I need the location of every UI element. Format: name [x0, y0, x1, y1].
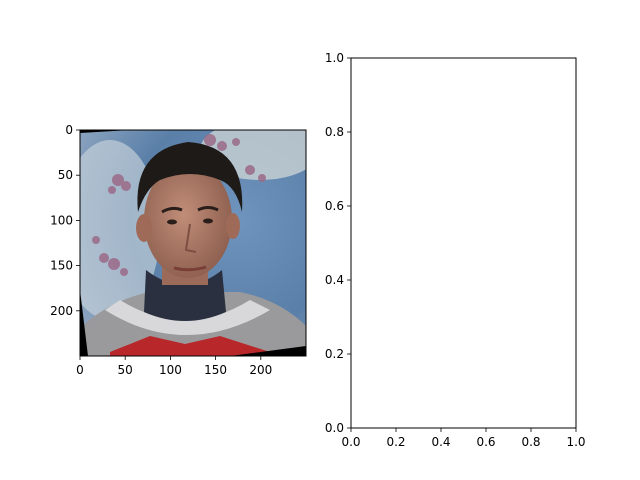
right-axis-ticks: 0.0 0.2 0.4 0.6 0.8 1.0 0.0 0.2 0.4 0.6 0.8 1.0 — [325, 51, 586, 449]
left-axes-frame — [79, 129, 307, 357]
right-x-tick-label: 0.6 — [476, 435, 495, 449]
left-axis-ticks: 0 50 100 150 200 0 50 100 150 200 — [50, 123, 272, 377]
right-x-tick-label: 1.0 — [566, 435, 585, 449]
portrait-photo — [80, 130, 306, 356]
blossom-decoration — [92, 134, 266, 276]
right-y-tick-label: 0.0 — [325, 421, 344, 435]
left-y-tick-label: 150 — [50, 259, 73, 273]
right-x-tick-label: 0.4 — [431, 435, 450, 449]
left-y-tick-label: 50 — [58, 168, 73, 182]
left-y-tick-label: 100 — [50, 213, 73, 227]
right-x-tick-label: 0.8 — [521, 435, 540, 449]
left-x-tick-label: 0 — [76, 363, 84, 377]
left-y-tick-label: 0 — [65, 123, 73, 137]
right-y-tick-label: 1.0 — [325, 51, 344, 65]
right-axes-frame — [350, 57, 577, 429]
left-image-axes: 0 50 100 150 200 0 50 100 150 200 — [50, 123, 307, 377]
right-y-tick-label: 0.4 — [325, 273, 344, 287]
left-x-tick-label: 100 — [159, 363, 182, 377]
left-x-tick-label: 150 — [204, 363, 227, 377]
left-x-tick-label: 200 — [249, 363, 272, 377]
left-x-tick-label: 50 — [118, 363, 133, 377]
right-empty-axes: 0.0 0.2 0.4 0.6 0.8 1.0 0.0 0.2 0.4 0.6 0.8 1.0 — [325, 51, 586, 449]
left-y-tick-label: 200 — [50, 304, 73, 318]
right-y-tick-label: 0.8 — [325, 125, 344, 139]
right-x-tick-label: 0.0 — [341, 435, 360, 449]
right-x-tick-label: 0.2 — [386, 435, 405, 449]
right-y-tick-label: 0.2 — [325, 347, 344, 361]
right-y-tick-label: 0.6 — [325, 199, 344, 213]
